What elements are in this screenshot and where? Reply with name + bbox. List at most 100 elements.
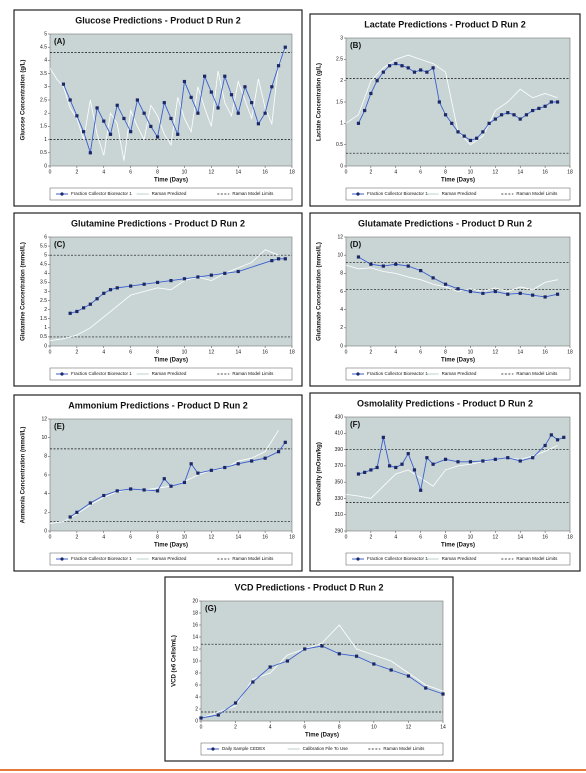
x-tick-label: 16 [542, 349, 548, 355]
measured-point [169, 279, 173, 283]
measured-point [431, 276, 435, 280]
measured-point [115, 103, 119, 107]
x-tick-label: 12 [493, 349, 499, 355]
y-tick-label: 8 [44, 454, 47, 460]
x-tick-label: 12 [209, 349, 215, 355]
x-tick-label: 4 [102, 169, 105, 175]
y-tick-label: 1 [340, 121, 343, 127]
measured-line [63, 47, 286, 153]
y-axis-label: VCD (e6 Cells/mL) [172, 635, 178, 687]
x-tick-label: 2 [234, 724, 237, 730]
measured-point [481, 459, 485, 463]
measured-point [425, 70, 429, 74]
measured-point [75, 114, 79, 118]
y-tick-label: 3 [44, 84, 47, 90]
y-tick-label: 1.5 [40, 124, 47, 130]
x-axis-label: Time (Days) [154, 358, 188, 364]
measured-point [182, 79, 187, 84]
measured-point [88, 501, 92, 505]
measured-point [468, 138, 473, 142]
measured-point [372, 662, 376, 666]
y-tick-label: 0 [44, 163, 47, 169]
measured-point [555, 438, 560, 442]
measured-point [493, 117, 497, 121]
measured-point [475, 136, 479, 140]
measured-point [363, 108, 367, 113]
x-tick-label: 10 [182, 349, 188, 355]
measured-point [443, 457, 448, 461]
predicted-line [49, 249, 279, 341]
x-tick-label: 12 [209, 169, 215, 175]
y-tick-label: 370 [335, 463, 344, 469]
measured-point [135, 98, 139, 102]
measured-point [270, 259, 274, 263]
predicted-line [345, 54, 558, 146]
x-tick-label: 18 [567, 534, 573, 540]
legend-label: Raman Model Limits [232, 556, 274, 561]
legend-marker [60, 372, 64, 376]
predicted-line [49, 49, 286, 161]
x-tick-label: 0 [49, 349, 52, 355]
measured-point [381, 435, 385, 439]
measured-point [524, 113, 529, 117]
x-tick-label: 12 [406, 724, 412, 730]
measured-point [115, 286, 119, 290]
y-tick-label: 4.5 [40, 262, 47, 268]
x-tick-label: 8 [156, 534, 159, 540]
x-tick-label: 8 [338, 724, 341, 730]
x-tick-label: 6 [419, 169, 422, 175]
y-tick-label: 310 [335, 512, 344, 518]
x-tick-label: 4 [102, 349, 105, 355]
measured-point [155, 489, 160, 493]
y-tick-label: 8 [195, 670, 198, 676]
measured-point [251, 680, 255, 684]
legend-label: Raman Model Limits [383, 746, 425, 751]
legend-label: Raman Predicted [442, 191, 477, 196]
x-tick-label: 4 [269, 724, 272, 730]
x-tick-label: 2 [75, 349, 78, 355]
measured-point [320, 644, 324, 648]
measured-point [387, 464, 392, 468]
measured-point [129, 130, 133, 134]
measured-point [223, 465, 227, 470]
measured-point [68, 515, 72, 519]
measured-point [406, 264, 410, 268]
legend-label: Fraction Collector Bioreactor 1 [71, 191, 132, 196]
measured-point [512, 113, 516, 117]
y-tick-label: 2.5 [40, 298, 47, 304]
y-tick-label: 3.5 [40, 280, 47, 286]
y-tick-label: 350 [335, 479, 344, 485]
measured-point [506, 456, 510, 460]
predicted-line [345, 264, 558, 292]
measured-point [356, 255, 361, 259]
measured-point [363, 470, 367, 474]
y-tick-label: 8 [340, 271, 343, 277]
x-tick-label: 14 [440, 724, 446, 730]
x-tick-label: 14 [517, 169, 523, 175]
y-tick-label: 5 [44, 252, 47, 258]
x-tick-label: 2 [369, 534, 372, 540]
chart-title: Ammonium Predictions - Product D Run 2 [68, 400, 248, 410]
legend-label: Fraction Collector Bioreactor 1 [367, 371, 428, 376]
panel-label: (F) [350, 420, 361, 429]
measured-point [389, 668, 393, 672]
measured-point [518, 291, 522, 295]
x-tick-label: 12 [493, 169, 499, 175]
measured-point [419, 488, 423, 492]
x-tick-label: 16 [262, 534, 268, 540]
x-tick-label: 10 [468, 169, 474, 175]
y-tick-label: 2 [195, 706, 198, 712]
y-tick-label: 6 [44, 234, 47, 240]
measured-point [61, 82, 66, 86]
plot-area [345, 416, 571, 532]
measured-point [263, 111, 267, 115]
measured-point [400, 64, 404, 68]
x-axis-label: Time (Days) [441, 358, 475, 364]
measured-point [456, 287, 460, 291]
measured-point [518, 117, 522, 121]
measured-point [209, 273, 213, 277]
measured-point [196, 471, 200, 475]
measured-point [419, 269, 423, 273]
measured-point [443, 113, 448, 117]
measured-point [129, 487, 133, 491]
